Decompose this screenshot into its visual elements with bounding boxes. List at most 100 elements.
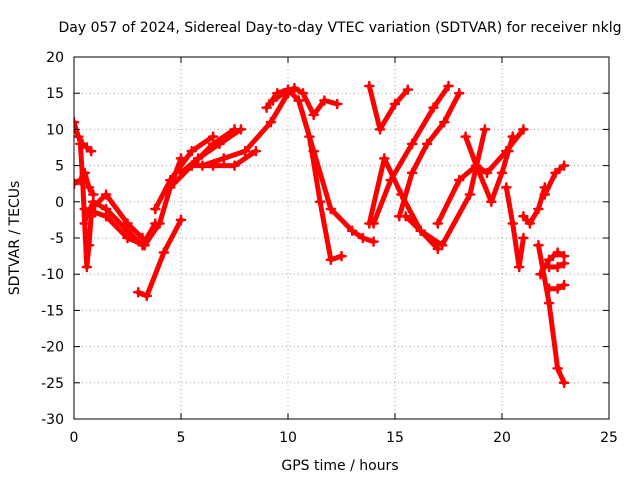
data-point-marker [379,153,390,164]
y-tick-label: 20 [46,50,64,66]
data-point-marker [406,138,418,150]
data-point-marker [415,225,426,237]
data-point-marker [543,297,555,309]
data-point-marker [293,95,304,106]
data-point-marker [278,87,289,99]
data-point-marker [552,363,563,374]
series-track-8 [152,134,216,212]
chart-title: Day 057 of 2024, Sidereal Day-to-day VTE… [59,20,622,36]
data-point-marker [374,124,386,135]
data-point-marker [308,109,319,121]
x-tick-label: 0 [70,430,79,446]
data-point-marker [122,225,133,237]
y-tick-label: 10 [46,122,64,138]
data-point-marker [74,178,80,189]
data-point-marker [400,211,411,222]
data-point-marker [503,145,514,157]
data-point-marker [100,203,112,215]
data-point-marker [402,84,414,95]
data-point-marker [507,218,518,229]
series-layer [74,80,570,389]
data-point-marker [421,138,433,150]
data-point-marker [297,87,309,99]
data-point-marker [132,287,144,298]
data-point-marker [507,131,518,142]
data-point-marker [150,203,161,215]
x-axis-label: GPS time / hours [281,458,398,474]
data-point-marker [486,196,497,208]
x-tick-label: 15 [386,430,404,446]
data-point-marker [385,174,396,186]
series-track-7 [135,217,184,299]
data-point-marker [518,124,529,135]
data-point-marker [535,268,546,280]
data-point-marker [539,189,551,200]
series-track-6 [84,199,158,248]
data-point-marker [479,124,491,135]
data-point-marker [368,236,379,247]
data-point-marker [460,131,471,142]
tick-label-layer: 0 5 10 15 20 25 -30 -25 -20 -15 -10 -5 0 5 10 15 20 [41,50,618,446]
data-point-marker [346,225,358,237]
data-point-marker [77,174,88,186]
data-point-marker [501,182,512,193]
data-point-marker [267,95,279,106]
data-point-marker [524,218,536,229]
data-point-marker [325,254,337,265]
data-point-marker [481,167,493,179]
data-point-marker [471,160,482,171]
x-tick-label: 5 [177,430,186,446]
data-point-marker [235,124,247,135]
y-tick-label: 0 [55,195,64,211]
data-point-marker [543,283,555,294]
data-point-marker [558,160,570,171]
y-tick-label: -5 [50,231,64,247]
data-point-marker [558,279,570,291]
series-track-5 [88,192,145,241]
data-point-marker [357,232,369,244]
data-point-marker [314,196,326,208]
data-point-marker [533,239,544,251]
tick-layer [73,56,610,420]
data-point-marker [453,174,465,186]
data-point-marker [533,203,544,215]
data-point-marker [229,160,240,171]
data-point-marker [308,145,319,157]
data-point-marker [74,131,84,142]
y-tick-label: -25 [41,376,64,392]
data-point-marker [83,182,95,193]
data-point-marker [150,218,161,229]
data-point-marker [336,250,347,262]
data-point-marker [436,239,448,251]
data-point-marker [261,102,272,113]
x-tick-label: 20 [493,430,511,446]
data-point-marker [368,218,379,229]
y-tick-label: -20 [41,340,64,356]
data-point-marker [197,160,208,171]
y-axis-label: SDTVAR / TECUs [7,181,23,296]
data-point-marker [443,80,454,92]
data-point-marker [88,196,99,208]
data-point-marker [464,189,476,200]
data-point-marker [325,203,337,215]
data-point-marker [364,80,375,92]
data-point-marker [83,239,95,251]
series-group [74,80,570,389]
x-tick-label: 25 [600,430,618,446]
data-point-marker [289,82,300,94]
data-point-marker [331,98,343,110]
data-point-marker [74,116,80,128]
series-track-20 [403,126,488,248]
data-point-marker [100,189,112,200]
data-point-marker [518,232,529,244]
data-point-marker [543,261,555,273]
data-point-marker [175,167,187,179]
data-point-marker [79,218,90,229]
data-point-marker [453,87,465,99]
data-point-marker [428,102,439,113]
data-point-marker [218,153,230,164]
data-point-marker [81,211,93,222]
y-tick-label: -30 [41,412,64,428]
data-point-marker [552,247,563,258]
